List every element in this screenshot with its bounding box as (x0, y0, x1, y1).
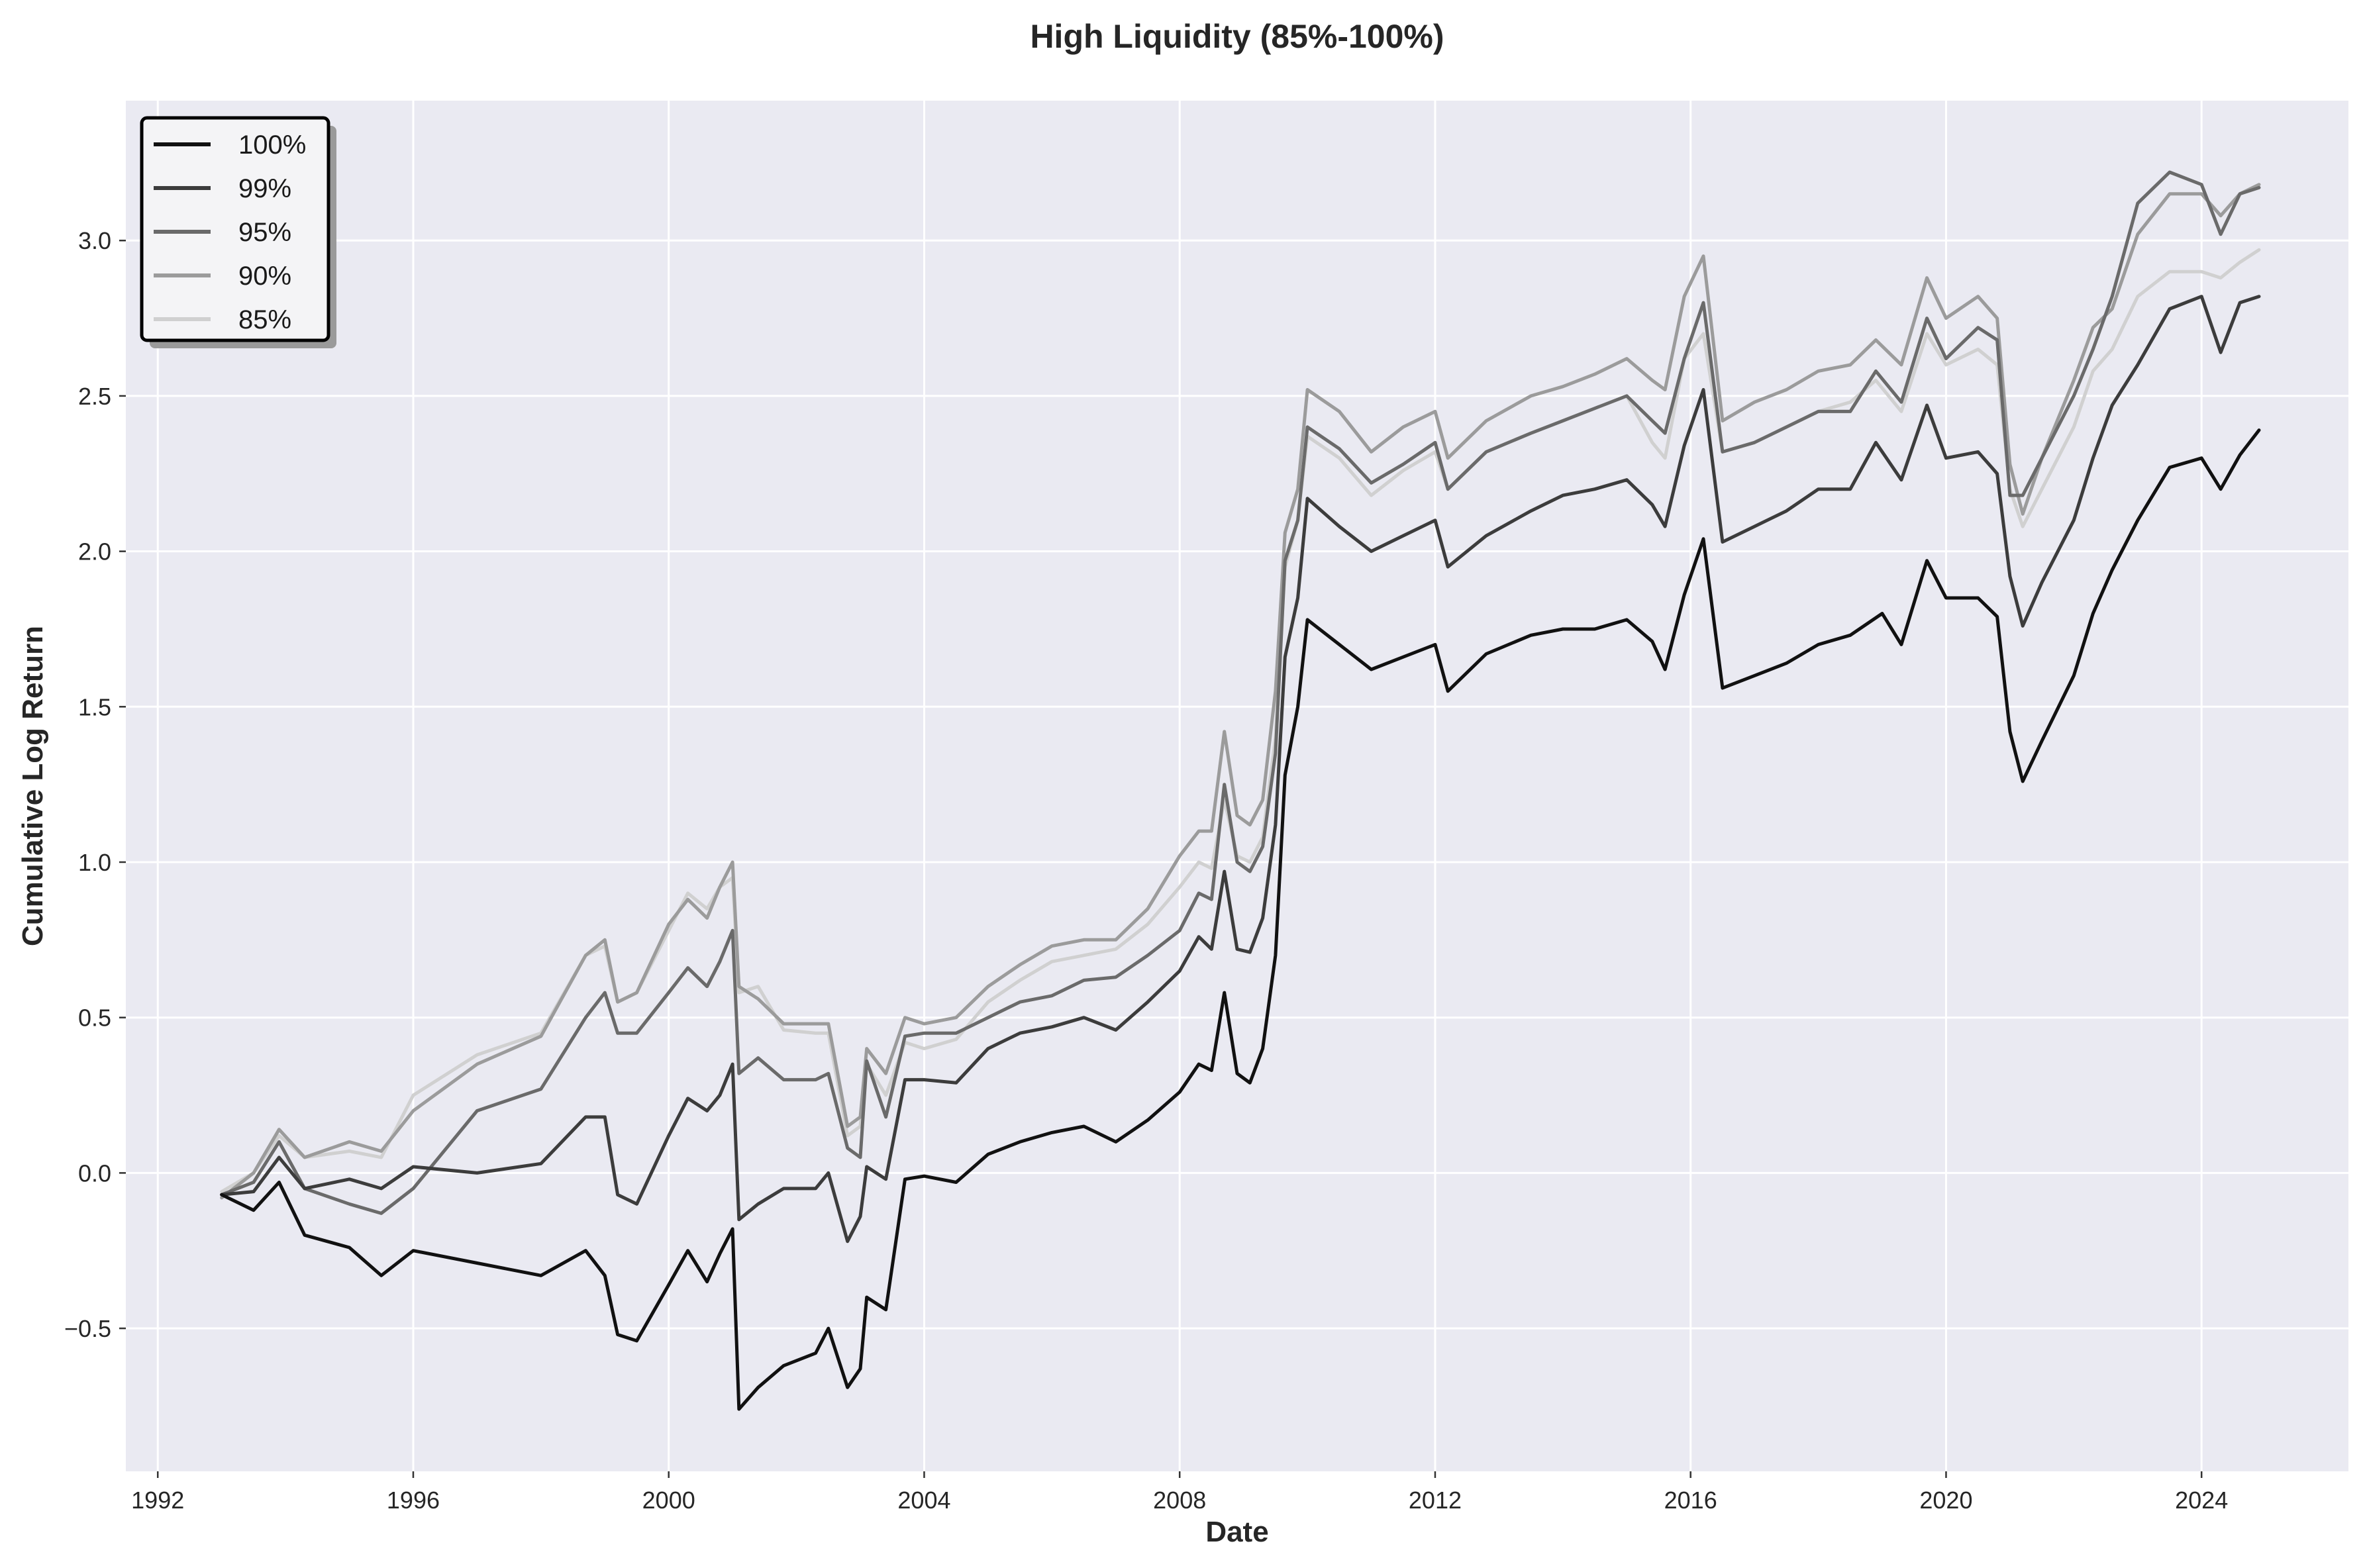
y-axis-ticks: −0.5 0.0 0.5 1.0 1.5 2.0 2.5 3.0 (64, 227, 126, 1342)
y-tick-label: 1.0 (78, 849, 111, 876)
series-line-95pct (220, 170, 2261, 1215)
x-axis-label: Date (1205, 1516, 1268, 1548)
x-tick-label: 2012 (1409, 1487, 1462, 1514)
series-lines (220, 170, 2261, 1411)
y-axis-label: Cumulative Log Return (17, 626, 49, 946)
y-tick-label: 0.0 (78, 1159, 111, 1187)
legend: 100% 99% 95% 90% 85% (140, 116, 336, 348)
plot-area (126, 101, 2348, 1471)
grid (126, 101, 2348, 1471)
y-tick-label: 2.5 (78, 383, 111, 410)
x-tick-label: 1996 (387, 1487, 440, 1514)
series-line-90pct (220, 183, 2261, 1200)
series-line-100pct (220, 428, 2261, 1411)
series-line-99pct (220, 295, 2261, 1244)
x-tick-label: 2004 (897, 1487, 950, 1514)
legend-label: 100% (238, 130, 306, 160)
legend-label: 99% (238, 174, 291, 203)
chart-title: High Liquidity (85%-100%) (1030, 18, 1444, 55)
y-tick-label: 0.5 (78, 1004, 111, 1032)
x-tick-label: 2020 (1919, 1487, 1972, 1514)
x-tick-label: 2008 (1153, 1487, 1206, 1514)
y-tick-label: 2.0 (78, 538, 111, 565)
legend-frame (140, 116, 330, 342)
y-tick-label: 3.0 (78, 227, 111, 254)
legend-label: 85% (238, 305, 291, 334)
x-tick-label: 1992 (131, 1487, 184, 1514)
x-tick-label: 2000 (642, 1487, 695, 1514)
y-tick-label: −0.5 (64, 1315, 111, 1342)
legend-label: 95% (238, 218, 291, 247)
x-tick-label: 2024 (2175, 1487, 2228, 1514)
y-tick-label: 1.5 (78, 693, 111, 720)
x-axis-ticks: 1992 1996 2000 2004 2008 2012 2016 2020 2024 (131, 1471, 2228, 1514)
x-tick-label: 2016 (1664, 1487, 1717, 1514)
series-line-85pct (220, 248, 2261, 1194)
legend-label: 90% (238, 262, 291, 291)
